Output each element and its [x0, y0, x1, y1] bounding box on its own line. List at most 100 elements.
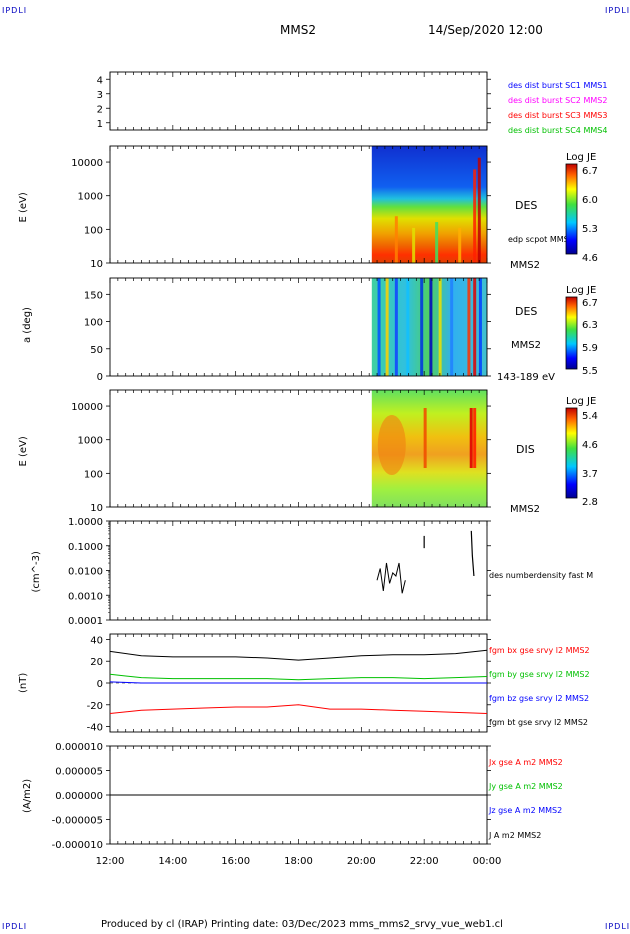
des-energy-spectrogram: [371, 146, 487, 263]
des-pitch-streak: [467, 278, 471, 376]
colorbar-title: Log JE: [566, 152, 596, 163]
des-energy-overlay-label: edp scpot MMS2: [508, 235, 574, 244]
colorbar-tick: 5.9: [582, 343, 598, 354]
density-spike: [470, 530, 475, 577]
des-energy-y-tick-label: 10: [90, 259, 103, 270]
des-energy-y-tick-label: 1000: [78, 192, 103, 203]
des-energy-streak: [435, 222, 439, 263]
current-y-tick-label: 0.000010: [55, 742, 103, 753]
current-y-tick-label: -0.000010: [52, 840, 103, 851]
burst-legend-entry: des dist burst SC4 MMS4: [508, 126, 607, 135]
des-pitch-species-label: DES: [515, 305, 537, 318]
x-tick-label: 00:00: [473, 856, 502, 867]
colorbar-des-energy: Log JE 6.7 6.0 5.3 4.6: [565, 152, 598, 264]
des-energy-streak: [477, 157, 481, 263]
x-tick-label: 18:00: [284, 856, 313, 867]
colorbar-title: Log JE: [566, 396, 596, 407]
x-tick-label: 20:00: [347, 856, 376, 867]
x-tick-label: 12:00: [96, 856, 125, 867]
x-tick-label: 16:00: [221, 856, 250, 867]
bfield-legend-entry: fgm by gse srvy l2 MMS2: [489, 670, 590, 679]
dis-energy-hotspot: [377, 415, 406, 475]
dis-energy-y-tick-label: 100: [84, 469, 103, 480]
dis-energy-sc-label: MMS2: [510, 504, 540, 515]
dis-energy-species-label: DIS: [516, 443, 535, 456]
colorbar-tick: 5.4: [582, 411, 598, 422]
colorbar-des-pitch: Log JE 6.7 6.3 5.9 5.5: [565, 285, 598, 377]
colorbar-tick: 3.7: [582, 469, 598, 480]
dis-energy-y-axis-label: E (eV): [18, 436, 29, 466]
des-energy-streak: [394, 216, 398, 263]
x-tick-label: 22:00: [410, 856, 439, 867]
des-energy-y-tick-label: 100: [84, 225, 103, 236]
des-pitch-y-axis-label: a (deg): [22, 307, 33, 343]
des-pitch-streak: [473, 278, 477, 376]
corner-mark-br: IPDLI: [605, 922, 630, 931]
des-pitch-streak: [450, 278, 454, 376]
burst-y-tick-label: 4: [97, 75, 103, 86]
colorbar-tick: 4.6: [582, 253, 598, 264]
des-pitch-y-tick-label: 100: [84, 318, 103, 329]
burst-y-tick-label: 2: [97, 104, 103, 115]
des-energy-y-axis-label: E (eV): [18, 192, 29, 222]
des-pitch-streak: [478, 278, 482, 376]
density-y-tick-label: 0.0100: [68, 567, 103, 578]
des-pitch-streak: [429, 278, 433, 376]
bfield-y-axis-label: (nT): [18, 673, 29, 693]
dis-energy-streak: [423, 408, 427, 468]
density-series-line: [376, 562, 406, 594]
spacecraft-title: MMS2: [280, 23, 316, 37]
density-y-axis-label: (cm^-3): [31, 551, 42, 592]
bfield-legend-entry: fgm bx gse srvy l2 MMS2: [489, 646, 590, 655]
x-tick-label: 14:00: [158, 856, 187, 867]
des-energy-y-tick-label: 10000: [71, 158, 103, 169]
colorbar-tick: 6.0: [582, 195, 598, 206]
des-pitch-streak: [438, 278, 442, 376]
bfield-y-tick-label: 0: [97, 679, 103, 690]
current-legend-entry: Jx gse A m2 MMS2: [488, 758, 563, 767]
bfield-y-tick-label: 40: [90, 635, 103, 646]
bfield-y-tick-label: -20: [87, 701, 103, 712]
current-legend-entry: Jy gse A m2 MMS2: [488, 782, 563, 791]
des-pitch-streak: [406, 278, 410, 376]
colorbar-tick: 5.5: [582, 366, 598, 377]
colorbar-dis-energy: Log JE 5.4 4.6 3.7 2.8: [565, 396, 598, 508]
burst-legend-entry: des dist burst SC1 MMS1: [508, 81, 607, 90]
density-y-tick-label: 0.0010: [68, 591, 103, 602]
colorbar-tick: 6.3: [582, 320, 598, 331]
corner-mark-tr: IPDLI: [605, 6, 630, 15]
des-pitch-range-label: 143-189 eV: [497, 372, 555, 383]
bfield-legend-entry: fgm bz gse srvy l2 MMS2: [489, 694, 589, 703]
colorbar-tick: 2.8: [582, 497, 598, 508]
dis-energy-y-tick-label: 10000: [71, 402, 103, 413]
footer-credit: Produced by cl (IRAP) Printing date: 03/…: [101, 919, 503, 930]
des-pitch-y-tick-label: 50: [90, 345, 103, 356]
burst-y-tick-label: 3: [97, 90, 103, 101]
des-pitch-streak: [420, 278, 424, 376]
des-pitch-streak: [385, 278, 389, 376]
current-y-tick-label: 0.000005: [55, 767, 103, 778]
des-pitch-y-tick-label: 150: [84, 290, 103, 301]
density-y-tick-label: 0.1000: [68, 542, 103, 553]
current-legend-entry: J A m2 MMS2: [488, 831, 541, 840]
burst-legend-entry: des dist burst SC2 MMS2: [508, 96, 607, 105]
des-energy-sc-label: MMS2: [510, 260, 540, 271]
colorbar-tick: 4.6: [582, 440, 598, 451]
bfield-series-line: [109, 673, 488, 681]
current-y-tick-label: -0.000005: [52, 816, 103, 827]
density-y-tick-label: 0.0001: [68, 616, 103, 627]
current-y-tick-label: 0.000000: [55, 791, 103, 802]
panel-frame: [109, 520, 488, 621]
bfield-y-tick-label: 20: [90, 657, 103, 668]
dis-energy-y-tick-label: 10: [90, 503, 103, 514]
corner-mark-bl: IPDLI: [2, 922, 28, 931]
colorbar-title: Log JE: [566, 285, 596, 296]
density-y-tick-label: 1.0000: [68, 517, 103, 528]
current-y-axis-label: (A/m2): [22, 779, 33, 813]
burst-y-tick-label: 1: [97, 119, 103, 130]
des-energy-species-label: DES: [515, 199, 537, 212]
bfield-series-line: [109, 649, 488, 661]
des-pitch-streak: [377, 278, 381, 376]
des-energy-streak: [412, 227, 416, 263]
